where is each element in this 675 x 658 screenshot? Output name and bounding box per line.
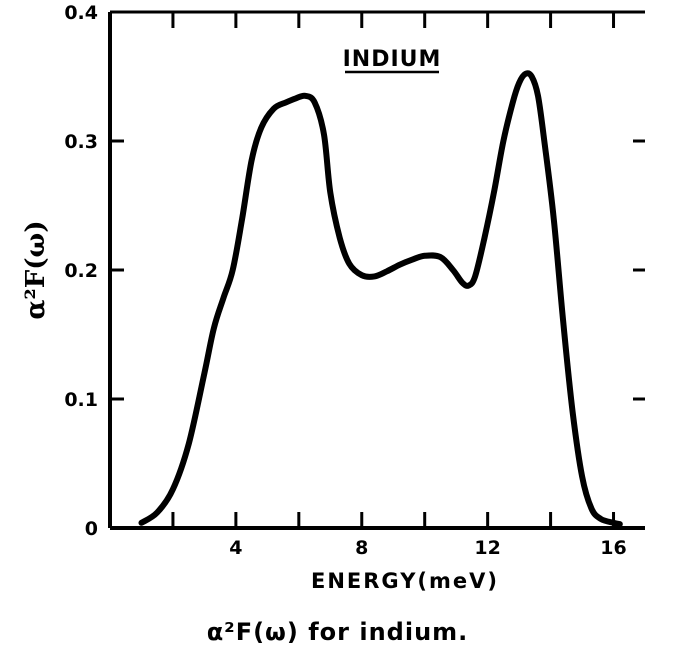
y-tick-label: 0.1 (64, 389, 98, 411)
x-axis-label: ENERGY(meV) (311, 569, 499, 593)
chart-title: INDIUM (343, 47, 442, 72)
x-tick-label: 16 (600, 537, 626, 559)
y-tick-label: 0.3 (64, 131, 98, 153)
series-line (138, 70, 623, 528)
chart: 4 8 12 16 00.10.20.30.4 INDIUM ENERGY(meV) … (21, 2, 645, 593)
y-tick-label: 0.4 (64, 2, 98, 24)
x-ticks: 4 8 12 16 (171, 12, 627, 559)
plot-frame (108, 10, 645, 530)
figure-caption: α²F(ω) for indium. (206, 618, 469, 646)
y-axis-label: α²F(ω) (21, 220, 51, 319)
y-tick-label: 0 (85, 518, 98, 540)
y-ticks: 0 0.1 0.2 0.3 0.4 (64, 2, 645, 540)
x-tick-label: 8 (355, 537, 368, 559)
y-tick-label: 0.2 (64, 260, 98, 282)
x-tick-label: 12 (474, 537, 500, 559)
x-tick-label: 4 (229, 537, 242, 559)
